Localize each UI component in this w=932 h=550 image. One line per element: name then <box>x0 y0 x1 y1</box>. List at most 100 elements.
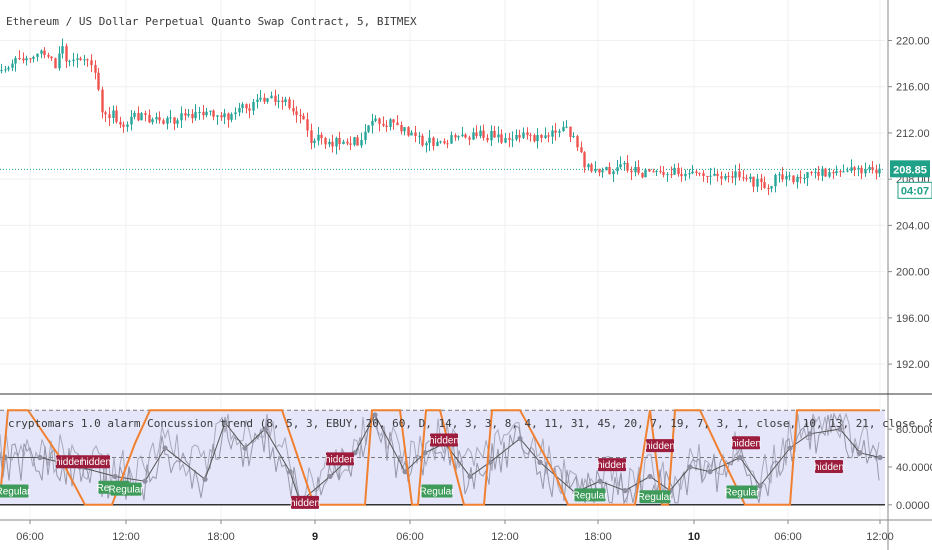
candle-body-56 <box>202 112 205 116</box>
candle-body-125 <box>450 135 453 144</box>
candle-body-20 <box>72 59 75 61</box>
osc-tick-label-1: 40.0000 <box>896 462 932 474</box>
candle-body-4 <box>14 58 17 64</box>
candle-body-98 <box>353 137 356 145</box>
osc-point-10 <box>287 469 293 475</box>
candle-body-190 <box>684 173 687 177</box>
candle-body-185 <box>666 174 669 176</box>
candle-body-131 <box>472 132 475 140</box>
candle-body-5 <box>18 58 21 60</box>
candle-body-107 <box>385 125 388 127</box>
osc-point-18 <box>467 473 473 480</box>
candle-body-237 <box>853 167 856 170</box>
osc-point-24 <box>622 488 628 494</box>
candle-body-115 <box>414 132 417 137</box>
candle-body-206 <box>742 177 745 179</box>
candle-body-196 <box>706 175 709 177</box>
candle-body-72 <box>259 97 262 100</box>
candle-body-15 <box>54 58 57 69</box>
badge-label-9: Regular <box>572 490 608 501</box>
candle-body-174 <box>626 162 629 171</box>
candle-body-132 <box>475 132 478 137</box>
candle-body-168 <box>605 167 608 171</box>
osc-point-6 <box>202 476 208 482</box>
candle-body-153 <box>551 130 554 137</box>
candle-body-154 <box>554 130 557 133</box>
candle-body-211 <box>760 178 763 183</box>
candle-body-8 <box>29 58 32 60</box>
candle-body-180 <box>648 169 651 172</box>
badge-hidden-11 <box>646 439 674 453</box>
osc-dark-line <box>5 413 881 503</box>
badge-label-6: hidden <box>325 454 355 465</box>
candle-body-178 <box>641 172 644 178</box>
candle-body-36 <box>130 116 133 125</box>
candle-body-22 <box>79 58 82 60</box>
candle-body-51 <box>184 113 187 116</box>
candle-body-59 <box>212 110 215 117</box>
candle-body-13 <box>47 55 50 57</box>
candle-body-71 <box>256 99 259 102</box>
candle-body-171 <box>616 167 619 172</box>
candle-body-31 <box>112 110 115 119</box>
osc-point-5 <box>162 445 168 451</box>
candle-body-113 <box>407 127 410 136</box>
candle-body-193 <box>695 171 698 173</box>
candle-body-53 <box>191 114 194 119</box>
candle-body-9 <box>32 56 35 59</box>
candle-body-236 <box>850 167 853 171</box>
candle-body-52 <box>187 114 190 116</box>
time-tick-label-4: 06:00 <box>396 531 424 543</box>
candle-body-49 <box>176 120 179 124</box>
candle-body-42 <box>151 119 154 123</box>
candle-body-76 <box>274 95 277 102</box>
time-tick-label-9: 12:00 <box>866 531 894 543</box>
osc-point-3 <box>112 473 118 480</box>
candle-body-164 <box>590 164 593 172</box>
badge-hidden-5 <box>291 495 319 509</box>
candle-body-184 <box>662 171 665 175</box>
osc-point-35 <box>877 454 883 461</box>
candle-body-44 <box>158 117 161 121</box>
candle-body-172 <box>619 164 622 168</box>
candle-body-92 <box>331 141 334 147</box>
candle-body-155 <box>558 131 561 133</box>
osc-point-31 <box>787 445 793 451</box>
candle-body-223 <box>803 177 806 179</box>
candle-body-146 <box>526 132 529 136</box>
candle-body-0 <box>0 70 3 72</box>
candle-body-230 <box>828 172 831 177</box>
candle-body-199 <box>716 173 719 177</box>
candle-body-21 <box>76 58 79 60</box>
candle-body-39 <box>140 113 143 121</box>
time-tick-label-0: 06:00 <box>16 531 44 543</box>
candle-body-95 <box>342 141 345 145</box>
candle-body-188 <box>677 167 680 175</box>
badge-label-12: Regular <box>637 492 673 503</box>
candle-body-110 <box>396 122 399 125</box>
candle-body-6 <box>22 58 25 61</box>
candle-body-100 <box>360 140 363 146</box>
candle-body-208 <box>749 176 752 179</box>
badge-label-4: Regular <box>108 485 144 496</box>
badge-regular-14 <box>726 485 758 499</box>
candle-body-231 <box>832 172 835 174</box>
time-tick-label-1: 12:00 <box>112 531 140 543</box>
price-tick-label-2: 200.00 <box>896 267 930 279</box>
candle-body-160 <box>576 136 579 148</box>
osc-tick-label-0: 0.0000 <box>896 500 930 512</box>
badge-label-13: hidden <box>731 438 761 449</box>
price-tick-label-0: 192.00 <box>896 359 930 371</box>
candle-body-82 <box>295 111 298 115</box>
badge-hidden-13 <box>732 436 760 450</box>
candle-body-77 <box>277 100 280 102</box>
osc-point-25 <box>647 473 653 480</box>
candle-body-217 <box>781 174 784 180</box>
candle-body-94 <box>338 137 341 145</box>
candle-body-14 <box>50 56 53 59</box>
candle-body-221 <box>796 176 799 183</box>
candle-body-133 <box>479 130 482 137</box>
candle-body-177 <box>637 167 640 173</box>
candle-body-167 <box>601 170 604 173</box>
